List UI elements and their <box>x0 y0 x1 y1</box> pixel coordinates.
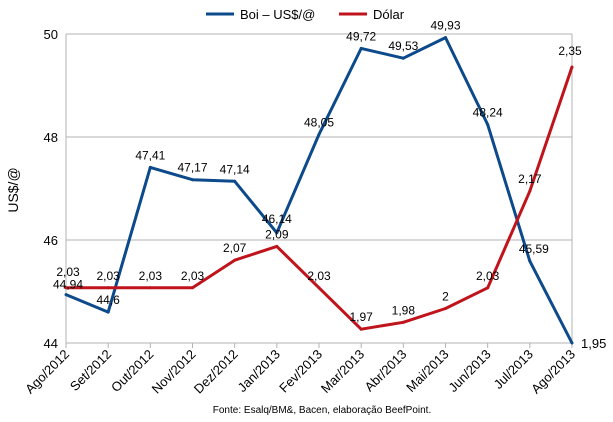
x-tick-label: Jun/2013 <box>445 347 493 395</box>
data-label: 49,93 <box>430 19 460 33</box>
data-point <box>486 123 490 127</box>
data-label: 46,14 <box>262 212 292 226</box>
data-point <box>191 286 194 290</box>
data-label: 2,03 <box>181 269 205 283</box>
legend-label: Dólar <box>373 7 405 22</box>
data-point <box>106 310 110 314</box>
source-note: Fonte: Esalq/BM&, Bacen, elaboração Beef… <box>213 405 431 416</box>
data-label: 2,03 <box>56 265 80 279</box>
data-point <box>528 259 532 263</box>
data-label: 47,14 <box>220 162 250 176</box>
y-axis-label: US$/@ <box>5 167 21 212</box>
data-point <box>233 179 237 183</box>
data-point <box>64 286 68 290</box>
data-label: 47,41 <box>135 148 165 162</box>
data-point <box>570 65 574 69</box>
gridlines <box>66 33 572 344</box>
data-point <box>233 258 237 262</box>
y-axis-ticks: 44 46 48 50 <box>44 27 58 351</box>
data-point <box>106 286 110 290</box>
data-label: 49,72 <box>346 29 376 43</box>
data-point <box>359 46 363 50</box>
data-point <box>528 189 532 193</box>
x-tick-label: Set/2012 <box>67 347 114 394</box>
x-axis-ticks: Ago/2012Set/2012Out/2012Nov/2012Dez/2012… <box>22 343 578 396</box>
x-tick-label: Fev/2013 <box>276 347 325 396</box>
x-tick-label: Mar/2013 <box>318 347 367 396</box>
y-tick-label: 48 <box>44 130 58 145</box>
data-label: 2,03 <box>476 269 500 283</box>
data-point <box>570 341 574 345</box>
x-tick-label: Mai/2013 <box>403 347 451 395</box>
right-axis-label: 1,95 <box>581 336 606 351</box>
y-tick-label: 44 <box>44 336 58 351</box>
data-label: 1,98 <box>392 303 416 317</box>
data-point <box>275 244 279 248</box>
data-point <box>148 286 152 290</box>
data-label: 2,07 <box>223 241 247 255</box>
data-point <box>401 56 405 60</box>
data-point <box>317 132 321 136</box>
data-label: 2,35 <box>558 44 582 58</box>
data-label: 2,03 <box>96 269 120 283</box>
data-label: 2,17 <box>518 172 542 186</box>
data-point <box>359 327 363 331</box>
data-label: 2,03 <box>307 269 331 283</box>
y-tick-label: 46 <box>44 233 58 248</box>
legend: Boi – US$/@ Dólar <box>206 7 405 22</box>
data-labels: 44,94 44,6 47,41 47,17 47,14 46,14 48,05 49,72 4… <box>53 19 582 325</box>
x-tick-label: Ago/2013 <box>528 347 578 397</box>
data-point <box>191 178 194 182</box>
legend-label: Boi – US$/@ <box>240 7 315 22</box>
axes <box>65 34 573 344</box>
data-point <box>444 307 447 310</box>
data-label: 47,17 <box>177 161 207 175</box>
data-label: 44,6 <box>96 293 120 307</box>
data-point <box>148 165 152 169</box>
data-label: 44,94 <box>53 278 83 292</box>
data-point <box>401 320 405 324</box>
data-label: 48,24 <box>473 106 503 120</box>
x-tick-label: Jan/2013 <box>235 347 283 395</box>
data-label: 2,03 <box>139 269 163 283</box>
data-label: 49,53 <box>388 39 418 53</box>
x-tick-label: Abr/2013 <box>362 347 410 395</box>
data-point <box>275 231 279 235</box>
data-label: 45,59 <box>519 242 549 256</box>
data-label: 1,97 <box>349 310 373 324</box>
y-tick-label: 50 <box>44 27 58 42</box>
data-point <box>444 36 447 40</box>
data-label: 2,09 <box>265 227 289 241</box>
x-tick-label: Nov/2012 <box>149 347 199 397</box>
data-label: 2 <box>442 290 449 304</box>
data-label: 48,05 <box>304 115 334 129</box>
data-point <box>486 286 490 290</box>
data-point <box>64 293 68 297</box>
x-tick-label: Dez/2012 <box>191 347 241 397</box>
series-lines <box>64 36 574 345</box>
series-line-boi <box>65 36 574 344</box>
x-tick-label: Ago/2012 <box>22 347 72 397</box>
data-point <box>317 286 321 290</box>
